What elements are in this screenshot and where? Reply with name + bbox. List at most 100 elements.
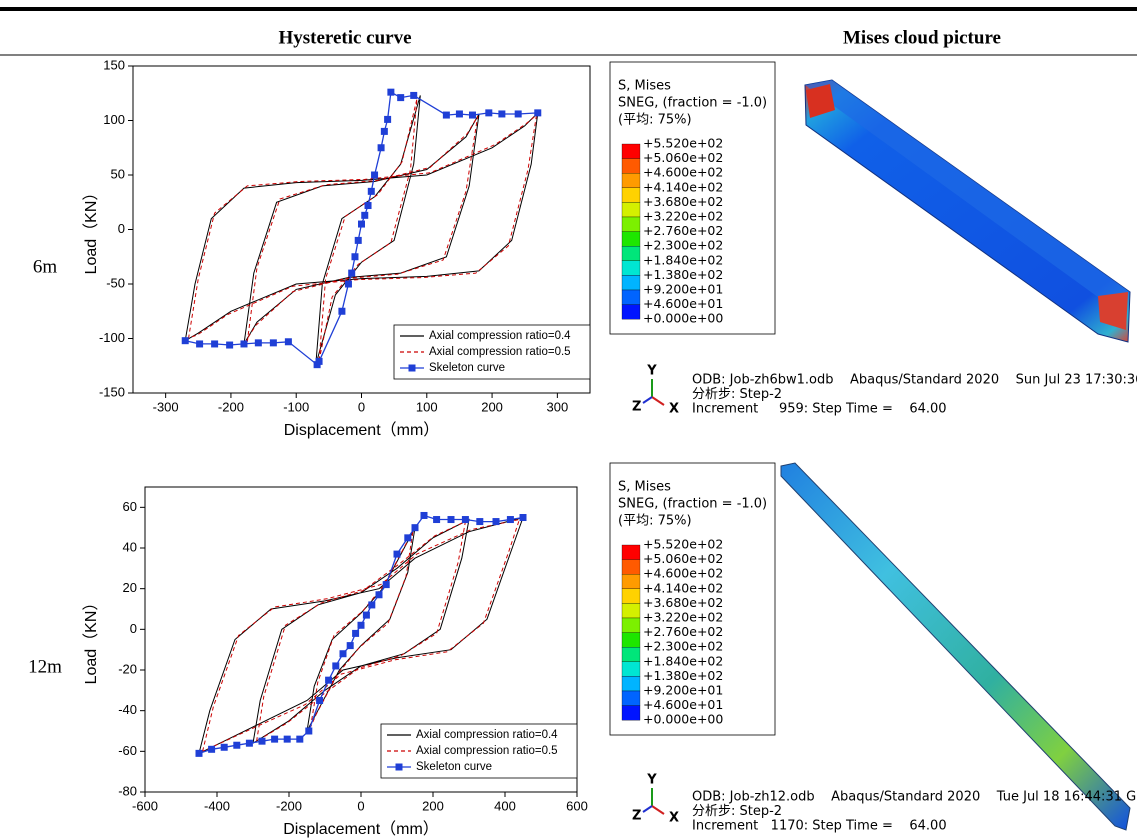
contour-band <box>622 706 640 721</box>
x-tick-label: 300 <box>547 399 569 414</box>
data-point <box>412 524 419 531</box>
triad-axis <box>643 806 652 812</box>
contour-level: +1.380e+02 <box>643 668 723 683</box>
model-info: Increment 959: Step Time = 64.00 <box>692 402 947 417</box>
y-axis-title: Load（KN） <box>82 185 100 275</box>
contour-legend-title: (平均: 75%) <box>618 514 692 529</box>
data-point <box>345 281 352 288</box>
data-point <box>534 109 541 116</box>
contour-band <box>622 691 640 706</box>
data-point <box>316 358 323 365</box>
model-info: 分析步: Step-2 <box>692 387 782 402</box>
contour-level: +2.760e+02 <box>643 624 723 639</box>
data-point <box>520 514 527 521</box>
y-tick-label: -60 <box>118 743 137 758</box>
legend-label: Axial compression ratio=0.5 <box>416 745 558 757</box>
row-label: 12m <box>28 656 62 677</box>
data-point <box>387 89 394 96</box>
data-point <box>507 516 514 523</box>
data-point <box>211 340 218 347</box>
legend-label: Axial compression ratio=0.5 <box>429 346 571 358</box>
data-point <box>462 516 469 523</box>
data-point <box>240 340 247 347</box>
y-tick-label: 0 <box>130 621 137 636</box>
contour-level: +4.600e+02 <box>643 165 723 180</box>
y-tick-label: -150 <box>99 384 125 399</box>
x-tick-label: 0 <box>357 798 364 813</box>
data-point <box>404 534 411 541</box>
x-tick-label: 100 <box>416 399 438 414</box>
y-tick-label: 40 <box>123 539 137 554</box>
figure: Hysteretic curve Mises cloud picture 6m … <box>0 0 1137 840</box>
data-point <box>493 518 500 525</box>
contour-legend-title: S, Mises <box>618 480 671 495</box>
contour-band <box>622 676 640 691</box>
contour-level: +3.220e+02 <box>643 209 723 224</box>
series-line <box>185 95 538 364</box>
contour-level: +4.600e+01 <box>643 296 723 311</box>
x-tick-label: -100 <box>283 399 309 414</box>
y-tick-label: -100 <box>99 330 125 345</box>
y-tick-label: 100 <box>103 112 125 127</box>
data-point <box>340 650 347 657</box>
data-point <box>448 516 455 523</box>
data-point <box>271 736 278 743</box>
data-point <box>351 253 358 260</box>
contour-band <box>622 574 640 589</box>
contour-level: +5.060e+02 <box>643 150 723 165</box>
beam-render <box>805 80 1130 342</box>
data-point <box>196 340 203 347</box>
contour-level: +2.300e+02 <box>643 639 723 654</box>
legend-swatch <box>396 764 403 771</box>
x-axis-title: Displacement（mm） <box>284 421 440 439</box>
contour-level: +0.000e+00 <box>643 712 723 727</box>
triad-axis <box>652 806 664 814</box>
x-tick-label: 0 <box>358 399 365 414</box>
data-point <box>182 337 189 344</box>
data-point <box>498 110 505 117</box>
contour-level: +9.200e+01 <box>643 282 723 297</box>
data-point <box>381 128 388 135</box>
data-point <box>410 92 417 99</box>
contour-level: +5.520e+02 <box>643 537 723 552</box>
contour-band <box>622 202 640 217</box>
series-line <box>185 92 538 365</box>
data-point <box>259 738 266 745</box>
x-tick-label: -200 <box>218 399 244 414</box>
contour-level: +1.380e+02 <box>643 267 723 282</box>
data-point <box>368 188 375 195</box>
legend-label: Axial compression ratio=0.4 <box>416 729 558 741</box>
triad-label: Y <box>646 773 657 788</box>
x-tick-label: 200 <box>422 798 444 813</box>
data-point <box>456 110 463 117</box>
contour-band <box>622 261 640 276</box>
contour-band <box>622 545 640 560</box>
series-line <box>199 518 523 754</box>
data-point <box>421 512 428 519</box>
contour-level: +4.600e+02 <box>643 566 723 581</box>
triad-axis <box>652 397 664 405</box>
beam-render <box>781 463 1130 830</box>
data-point <box>305 728 312 735</box>
data-point <box>233 742 240 749</box>
contour-band <box>622 246 640 261</box>
y-tick-label: 60 <box>123 499 137 514</box>
contour-band <box>622 144 640 159</box>
contour-band <box>622 633 640 648</box>
triad-label: Z <box>632 809 641 824</box>
data-point <box>361 212 368 219</box>
contour-level: +9.200e+01 <box>643 683 723 698</box>
data-point <box>358 622 365 629</box>
legend-label: Axial compression ratio=0.4 <box>429 330 571 342</box>
data-point <box>325 677 332 684</box>
y-axis-title: Load（KN） <box>82 595 100 685</box>
contour-band <box>622 188 640 203</box>
data-point <box>246 740 253 747</box>
data-point <box>196 750 203 757</box>
contour-level: +4.140e+02 <box>643 580 723 595</box>
model-info: Increment 1170: Step Time = 64.00 <box>692 819 947 834</box>
contour-band <box>622 603 640 618</box>
x-tick-label: -300 <box>153 399 179 414</box>
column-header: Hysteretic curve <box>278 27 411 48</box>
data-point <box>371 172 378 179</box>
